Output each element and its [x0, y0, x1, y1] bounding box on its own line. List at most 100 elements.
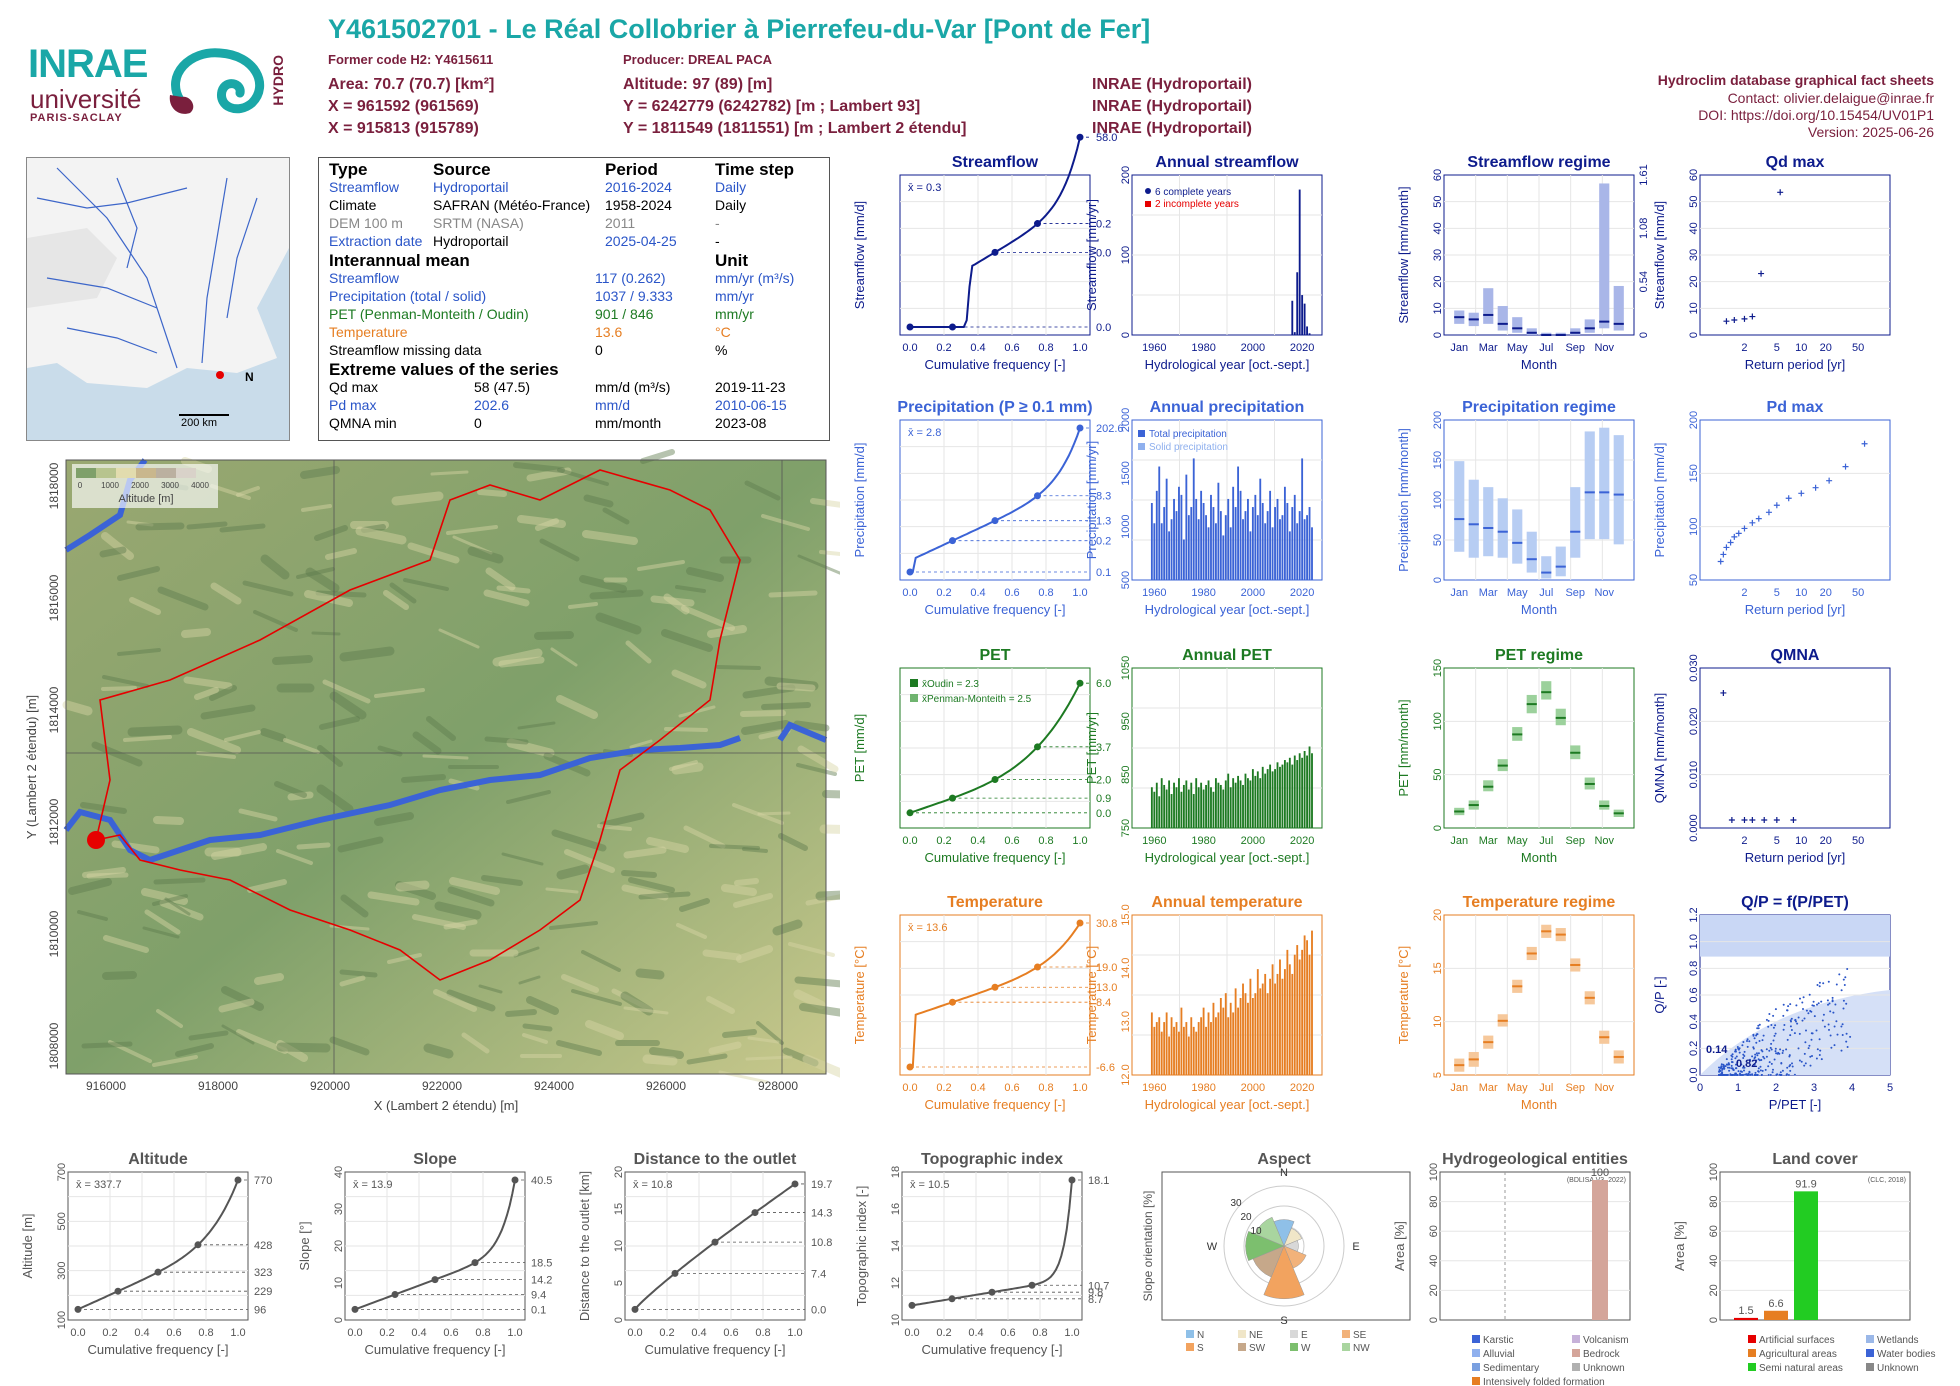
qp-point — [1722, 1074, 1725, 1076]
return-period-point — [1798, 490, 1805, 497]
hillshade — [550, 647, 578, 667]
qp-point — [1840, 1025, 1843, 1028]
chart-pet_regime: PET regime Month PET [mm/month] 0 50 100 150 Ja… — [1396, 647, 1635, 865]
chart-title: Temperature regime — [1463, 894, 1616, 911]
annual-bar — [1173, 782, 1175, 828]
quantile-label: 229 — [254, 1286, 272, 1298]
annual-bar — [1301, 295, 1304, 335]
annual-bar — [1153, 523, 1156, 580]
x-tick-label: 0.0 — [902, 587, 917, 599]
hillshade — [623, 1006, 669, 1015]
hillshade — [797, 745, 839, 773]
overview-map: 200 km N — [26, 157, 290, 441]
x-tick-label: 0.2 — [936, 587, 951, 599]
y-tick-label: 60 — [1432, 169, 1444, 181]
annual-bar — [1274, 983, 1276, 1075]
return-period-point — [1773, 817, 1780, 823]
y-tick-label: 100 — [1428, 1163, 1440, 1181]
qp-point — [1751, 1055, 1754, 1058]
annual-bar — [1205, 784, 1207, 828]
qp-point — [1822, 1013, 1825, 1016]
x-tick-label: 0.6 — [1004, 1082, 1019, 1094]
annual-bar — [1244, 773, 1247, 828]
annual-bar — [1219, 784, 1222, 828]
x-tick-label: 5 — [1774, 342, 1780, 354]
hillshade — [186, 521, 228, 530]
annual-bar — [1205, 515, 1207, 580]
annual-bar — [1249, 978, 1252, 1075]
hillshade — [374, 812, 414, 826]
x-tick-label: 0.8 — [1038, 835, 1053, 847]
return-period-point — [1777, 189, 1784, 196]
annual-bar — [1247, 1002, 1249, 1075]
x-tick-label: 0.6 — [1004, 587, 1019, 599]
former-code: Former code H2: Y4615611 — [328, 52, 494, 67]
qp-point — [1756, 1054, 1759, 1057]
annual-bar — [1197, 787, 1200, 828]
hillshade — [556, 695, 598, 719]
y-tick-label: 60 — [1708, 1225, 1720, 1237]
quantile-point — [908, 1301, 916, 1309]
hillshade — [153, 816, 184, 825]
x-tick-label: Mar — [1479, 1082, 1498, 1094]
quantile-label: 96 — [254, 1304, 266, 1316]
regime-range — [1541, 681, 1552, 700]
qp-point — [1790, 1017, 1793, 1020]
hydrogeology-bar — [1592, 1180, 1608, 1320]
qp-point — [1729, 1074, 1732, 1076]
mean-label: x̄ = 337.7 — [76, 1179, 122, 1191]
mean-row-cell: 0 — [595, 342, 603, 358]
mean-row-cell: 117 (0.262) — [595, 270, 666, 286]
hillshade — [734, 878, 759, 886]
hillshade — [181, 628, 211, 638]
chart-distance: Distance to the outlet Cumulative frequen… — [577, 1151, 832, 1357]
legend-tick: 2000 — [131, 481, 149, 490]
hillshade — [426, 716, 456, 741]
y-tick-label: 5 — [1432, 1072, 1444, 1078]
quantile-label: 10.8 — [811, 1237, 832, 1249]
qp-point — [1800, 1060, 1803, 1063]
annual-bar — [1158, 796, 1161, 828]
x-tick-label: 1980 — [1191, 587, 1215, 599]
y-tick-label: 80 — [1708, 1195, 1720, 1207]
x-tick-label: 0.0 — [902, 1082, 917, 1094]
hillshade — [391, 491, 444, 506]
return-period-point — [1741, 315, 1748, 322]
x-lambert2e: X = 915813 (915789) — [328, 120, 479, 137]
x-tick-label: 2000 — [1241, 587, 1265, 599]
annual-bar — [1178, 486, 1180, 580]
y-axis-label: Area [%] — [1392, 1221, 1407, 1271]
y-axis-label: Distance to the outlet [km] — [577, 1171, 592, 1321]
qp-point — [1833, 1044, 1836, 1047]
chart-title: Qd max — [1766, 154, 1825, 171]
qp-point — [1771, 1071, 1774, 1074]
annual-bar — [1291, 764, 1294, 828]
x-axis-label: Cumulative frequency [-] — [88, 1342, 229, 1357]
annual-bar — [1180, 494, 1183, 580]
qp-point — [1789, 1064, 1792, 1066]
hillshade — [571, 989, 622, 1006]
x-tick-label: 20 — [1820, 835, 1832, 847]
x-tick-label: 5 — [1774, 587, 1780, 599]
qp-point — [1818, 1038, 1821, 1041]
hillshade — [736, 945, 773, 963]
hillshade — [210, 484, 251, 500]
hillshade — [401, 774, 446, 783]
x-tick-label: 20 — [1820, 587, 1832, 599]
hillshade — [135, 522, 185, 531]
hillshade — [556, 1040, 602, 1056]
hillshade — [492, 648, 543, 667]
qp-point — [1770, 1024, 1773, 1026]
qp-point — [1775, 1052, 1778, 1055]
x-tick-label: 0.6 — [723, 1327, 738, 1339]
annual-bar — [1269, 490, 1272, 580]
hillshade — [819, 824, 840, 834]
qp-point — [1820, 1000, 1823, 1003]
chart-precipitation_regime: Precipitation regime Month Precipitation [… — [1396, 399, 1635, 617]
regime-range — [1570, 487, 1581, 558]
hillshade — [395, 881, 436, 900]
quantile-label: 3.7 — [1096, 742, 1111, 754]
legend-swatch — [116, 468, 136, 478]
chart-temperature_regime: Temperature regime Month Temperature [°C] 5… — [1396, 894, 1635, 1112]
chart-title: Slope — [413, 1151, 457, 1168]
